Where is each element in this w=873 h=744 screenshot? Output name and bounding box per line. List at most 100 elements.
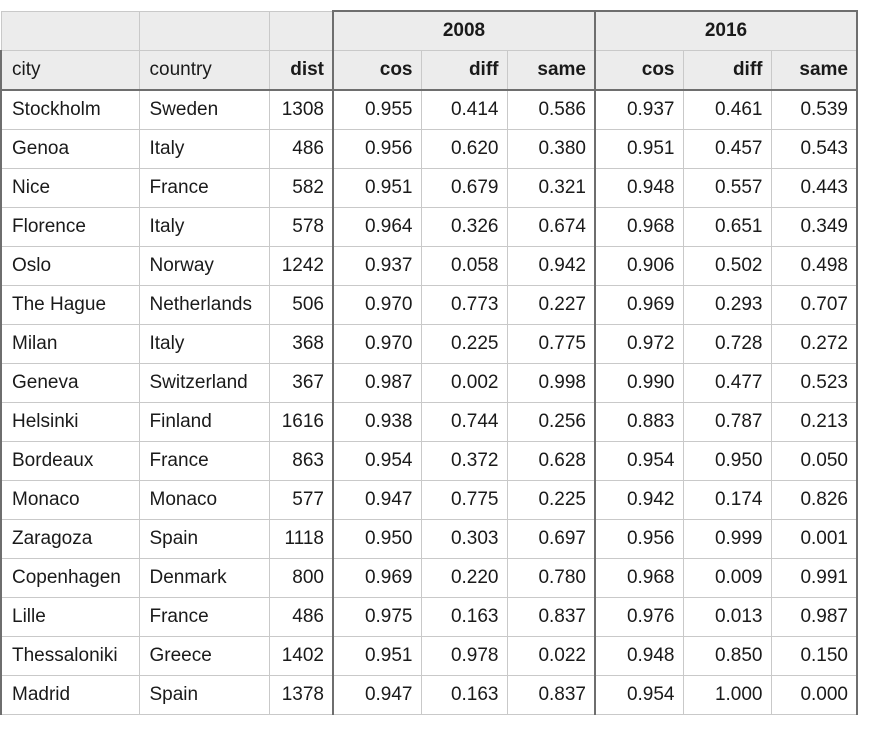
cell-city[interactable]: Madrid — [0, 675, 140, 715]
cell-same-2016[interactable]: 0.539 — [770, 89, 858, 130]
cell-cos-2016[interactable]: 0.968 — [594, 558, 684, 598]
cell-dist[interactable]: 1378 — [268, 675, 334, 715]
cell-dist[interactable]: 1242 — [268, 246, 334, 286]
cell-cos-2008[interactable]: 0.937 — [332, 246, 422, 286]
cell-same-2008[interactable]: 0.697 — [506, 519, 596, 559]
cell-cos-2008[interactable]: 0.956 — [332, 129, 422, 169]
cell-city[interactable]: Stockholm — [0, 89, 140, 130]
cell-country[interactable]: Italy — [138, 324, 270, 364]
cell-same-2008[interactable]: 0.942 — [506, 246, 596, 286]
cell-city[interactable]: Zaragoza — [0, 519, 140, 559]
cell-same-2016[interactable]: 0.991 — [770, 558, 858, 598]
cell-dist[interactable]: 1308 — [268, 89, 334, 130]
cell-same-2016[interactable]: 0.272 — [770, 324, 858, 364]
cell-cos-2016[interactable]: 0.951 — [594, 129, 684, 169]
cell-same-2008[interactable]: 0.628 — [506, 441, 596, 481]
cell-same-2016[interactable]: 0.523 — [770, 363, 858, 403]
column-header-cos-2008[interactable]: cos — [332, 50, 422, 91]
cell-city[interactable]: The Hague — [0, 285, 140, 325]
cell-same-2016[interactable]: 0.000 — [770, 675, 858, 715]
cell-cos-2016[interactable]: 0.954 — [594, 675, 684, 715]
cell-cos-2008[interactable]: 0.954 — [332, 441, 422, 481]
cell-cos-2016[interactable]: 0.948 — [594, 636, 684, 676]
cell-cos-2016[interactable]: 0.968 — [594, 207, 684, 247]
cell-city[interactable]: Nice — [0, 168, 140, 208]
cell-cos-2016[interactable]: 0.906 — [594, 246, 684, 286]
cell-city[interactable]: Monaco — [0, 480, 140, 520]
column-header-cos-2016[interactable]: cos — [594, 50, 684, 91]
cell-diff-2016[interactable]: 0.009 — [682, 558, 772, 598]
cell-cos-2016[interactable]: 0.937 — [594, 89, 684, 130]
cell-cos-2008[interactable]: 0.964 — [332, 207, 422, 247]
column-header-city[interactable]: city — [0, 50, 140, 91]
cell-city[interactable]: Milan — [0, 324, 140, 364]
cell-same-2016[interactable]: 0.443 — [770, 168, 858, 208]
cell-same-2008[interactable]: 0.227 — [506, 285, 596, 325]
column-header-same-2008[interactable]: same — [506, 50, 596, 91]
cell-city[interactable]: Oslo — [0, 246, 140, 286]
empty-header-cell[interactable] — [138, 10, 270, 51]
cell-diff-2016[interactable]: 0.651 — [682, 207, 772, 247]
cell-cos-2016[interactable]: 0.976 — [594, 597, 684, 637]
cell-diff-2016[interactable]: 0.950 — [682, 441, 772, 481]
year-header-2008[interactable]: 2008 — [332, 10, 596, 51]
cell-same-2008[interactable]: 0.586 — [506, 89, 596, 130]
cell-dist[interactable]: 582 — [268, 168, 334, 208]
cell-same-2008[interactable]: 0.674 — [506, 207, 596, 247]
cell-diff-2016[interactable]: 0.477 — [682, 363, 772, 403]
column-header-diff-2016[interactable]: diff — [682, 50, 772, 91]
cell-cos-2008[interactable]: 0.947 — [332, 675, 422, 715]
cell-same-2016[interactable]: 0.150 — [770, 636, 858, 676]
empty-header-cell[interactable] — [268, 10, 334, 51]
cell-dist[interactable]: 368 — [268, 324, 334, 364]
cell-cos-2008[interactable]: 0.970 — [332, 324, 422, 364]
cell-same-2008[interactable]: 0.775 — [506, 324, 596, 364]
cell-cos-2008[interactable]: 0.987 — [332, 363, 422, 403]
cell-same-2016[interactable]: 0.349 — [770, 207, 858, 247]
cell-same-2008[interactable]: 0.998 — [506, 363, 596, 403]
cell-diff-2016[interactable]: 0.457 — [682, 129, 772, 169]
cell-same-2008[interactable]: 0.321 — [506, 168, 596, 208]
cell-country[interactable]: Monaco — [138, 480, 270, 520]
cell-cos-2016[interactable]: 0.883 — [594, 402, 684, 442]
cell-country[interactable]: Greece — [138, 636, 270, 676]
cell-cos-2008[interactable]: 0.951 — [332, 168, 422, 208]
cell-diff-2016[interactable]: 0.728 — [682, 324, 772, 364]
cell-diff-2008[interactable]: 0.225 — [420, 324, 508, 364]
cell-same-2016[interactable]: 0.707 — [770, 285, 858, 325]
cell-diff-2008[interactable]: 0.220 — [420, 558, 508, 598]
cell-diff-2016[interactable]: 0.787 — [682, 402, 772, 442]
cell-same-2016[interactable]: 0.213 — [770, 402, 858, 442]
cell-diff-2016[interactable]: 0.461 — [682, 89, 772, 130]
cell-diff-2008[interactable]: 0.620 — [420, 129, 508, 169]
cell-diff-2008[interactable]: 0.414 — [420, 89, 508, 130]
cell-diff-2016[interactable]: 0.557 — [682, 168, 772, 208]
cell-diff-2008[interactable]: 0.326 — [420, 207, 508, 247]
cell-diff-2008[interactable]: 0.775 — [420, 480, 508, 520]
cell-cos-2016[interactable]: 0.948 — [594, 168, 684, 208]
cell-same-2016[interactable]: 0.498 — [770, 246, 858, 286]
cell-cos-2008[interactable]: 0.975 — [332, 597, 422, 637]
cell-dist[interactable]: 577 — [268, 480, 334, 520]
cell-city[interactable]: Bordeaux — [0, 441, 140, 481]
cell-city[interactable]: Copenhagen — [0, 558, 140, 598]
cell-dist[interactable]: 1402 — [268, 636, 334, 676]
cell-cos-2016[interactable]: 0.956 — [594, 519, 684, 559]
cell-same-2016[interactable]: 0.987 — [770, 597, 858, 637]
cell-cos-2008[interactable]: 0.950 — [332, 519, 422, 559]
cell-same-2016[interactable]: 0.001 — [770, 519, 858, 559]
cell-same-2008[interactable]: 0.022 — [506, 636, 596, 676]
cell-same-2008[interactable]: 0.380 — [506, 129, 596, 169]
cell-cos-2016[interactable]: 0.942 — [594, 480, 684, 520]
cell-diff-2008[interactable]: 0.744 — [420, 402, 508, 442]
cell-cos-2008[interactable]: 0.955 — [332, 89, 422, 130]
cell-city[interactable]: Lille — [0, 597, 140, 637]
cell-country[interactable]: Spain — [138, 675, 270, 715]
cell-city[interactable]: Florence — [0, 207, 140, 247]
cell-same-2016[interactable]: 0.826 — [770, 480, 858, 520]
cell-country[interactable]: France — [138, 168, 270, 208]
cell-country[interactable]: Denmark — [138, 558, 270, 598]
cell-country[interactable]: Norway — [138, 246, 270, 286]
cell-cos-2008[interactable]: 0.938 — [332, 402, 422, 442]
cell-country[interactable]: Italy — [138, 129, 270, 169]
